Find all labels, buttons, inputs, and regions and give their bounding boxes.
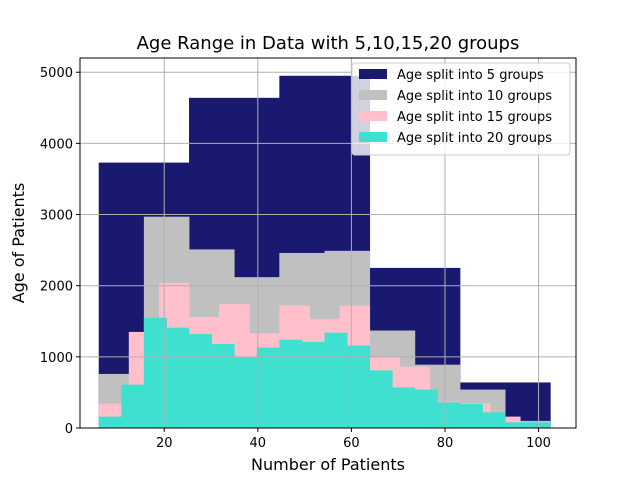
bar-series-4-bin-16: [437, 402, 461, 428]
bar-series-4-bin-14: [392, 387, 416, 428]
x-tick-label: 60: [343, 436, 360, 451]
legend-swatch: [359, 111, 387, 121]
bar-series-4-bin-9: [279, 339, 303, 428]
bar-series-4-bin-19: [505, 422, 529, 428]
legend: Age split into 5 groups Age split into 10…: [351, 62, 571, 156]
bar-series-4-bin-1: [98, 416, 122, 428]
bar-series-4-bin-20: [527, 422, 551, 428]
x-tick-label: 40: [250, 436, 267, 451]
bar-series-4-bin-3: [143, 317, 167, 428]
legend-label: Age split into 5 groups: [397, 68, 544, 83]
bar-series-4-bin-12: [347, 345, 371, 428]
bar-series-4-bin-17: [459, 403, 483, 428]
legend-label: Age split into 10 groups: [397, 89, 552, 104]
y-tick-label: 0: [65, 422, 73, 437]
bar-series-4-bin-4: [166, 327, 190, 428]
legend-swatch: [359, 69, 387, 79]
legend-frame: [351, 62, 571, 156]
bar-series-4-bin-10: [301, 341, 325, 428]
bar-series-4-bin-7: [234, 357, 258, 428]
bar-series-4-bin-11: [324, 332, 348, 428]
bar-series-4-bin-15: [414, 389, 438, 428]
bar-series-4-bin-6: [211, 344, 235, 428]
bar-series-4-bin-13: [369, 370, 393, 428]
x-tick-label: 100: [526, 436, 551, 451]
bar-series-4-bin-8: [256, 347, 280, 428]
y-tick-label: 2000: [40, 280, 73, 295]
y-tick-label: 1000: [40, 351, 73, 366]
x-tick-label: 80: [437, 436, 454, 451]
legend-swatch: [359, 90, 387, 100]
y-axis-label: Age of Patients: [9, 183, 28, 304]
legend-swatch: [359, 132, 387, 142]
legend-label: Age split into 20 groups: [397, 131, 552, 146]
y-tick-label: 4000: [40, 137, 73, 152]
legend-entries: Age split into 5 groups Age split into 10…: [359, 68, 552, 146]
x-axis-label: Number of Patients: [251, 455, 405, 474]
y-tick-label: 5000: [40, 66, 73, 81]
bar-series-4-bin-18: [482, 412, 506, 428]
y-tick-label: 3000: [40, 209, 73, 224]
plot-frame: [79, 57, 577, 429]
x-tick-label: 20: [156, 436, 173, 451]
bar-series-4-bin-2: [121, 384, 145, 428]
bar-series-4-bin-5: [189, 334, 213, 428]
chart-title: Age Range in Data with 5,10,15,20 groups: [137, 33, 520, 54]
legend-label: Age split into 15 groups: [397, 110, 552, 125]
